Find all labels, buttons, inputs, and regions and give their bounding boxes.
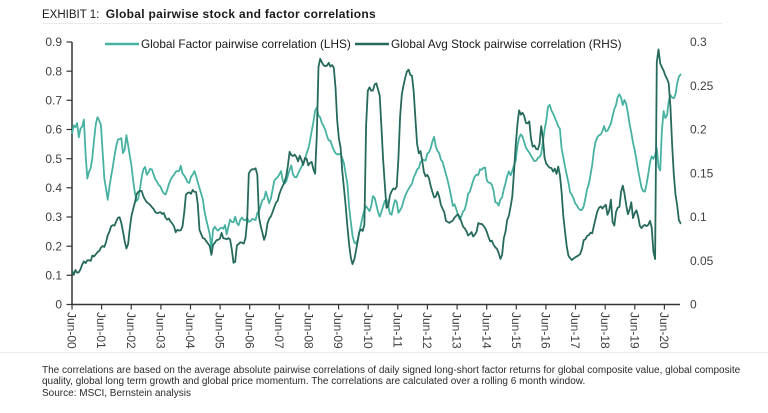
svg-text:0.1: 0.1 [690, 210, 707, 224]
svg-text:Global Avg Stock pairwise corr: Global Avg Stock pairwise correlation (R… [391, 37, 622, 51]
svg-text:0.5: 0.5 [45, 152, 62, 166]
svg-text:0.15: 0.15 [690, 166, 714, 180]
svg-text:0: 0 [690, 298, 697, 312]
svg-text:0.6: 0.6 [45, 123, 62, 137]
svg-text:Jun-04: Jun-04 [183, 312, 197, 349]
svg-text:Jun-13: Jun-13 [450, 312, 464, 349]
svg-text:Jun-11: Jun-11 [390, 312, 404, 348]
svg-text:Jun-16: Jun-16 [539, 312, 553, 349]
svg-text:0.8: 0.8 [45, 64, 62, 78]
svg-text:0.4: 0.4 [45, 181, 62, 195]
svg-text:Jun-08: Jun-08 [302, 312, 316, 349]
svg-text:Global Factor pairwise correla: Global Factor pairwise correlation (LHS) [141, 37, 351, 51]
svg-text:0.25: 0.25 [690, 79, 714, 93]
svg-text:Jun-15: Jun-15 [509, 312, 523, 349]
svg-text:0.7: 0.7 [45, 94, 62, 108]
svg-text:Jun-14: Jun-14 [479, 312, 493, 349]
svg-text:Jun-10: Jun-10 [361, 312, 375, 349]
svg-text:Jun-02: Jun-02 [124, 312, 138, 349]
svg-text:0.2: 0.2 [690, 123, 707, 137]
svg-text:Jun-12: Jun-12 [420, 312, 434, 349]
svg-text:Jun-20: Jun-20 [657, 312, 671, 349]
svg-text:Jun-09: Jun-09 [331, 312, 345, 349]
svg-text:0.3: 0.3 [45, 210, 62, 224]
svg-text:Jun-06: Jun-06 [242, 312, 256, 349]
svg-text:Jun-05: Jun-05 [213, 312, 227, 349]
svg-text:0: 0 [55, 298, 62, 312]
svg-text:Jun-19: Jun-19 [627, 312, 641, 349]
svg-text:0.2: 0.2 [45, 239, 62, 253]
svg-text:Jun-18: Jun-18 [598, 312, 612, 349]
svg-text:Jun-00: Jun-00 [65, 312, 79, 349]
svg-text:0.1: 0.1 [45, 269, 62, 283]
svg-text:0.9: 0.9 [45, 35, 62, 49]
svg-text:Jun-07: Jun-07 [272, 312, 286, 349]
svg-text:Jun-01: Jun-01 [94, 312, 108, 349]
svg-text:Jun-17: Jun-17 [568, 312, 582, 349]
svg-text:Jun-03: Jun-03 [154, 312, 168, 349]
svg-text:0.05: 0.05 [690, 254, 714, 268]
svg-text:0.3: 0.3 [690, 35, 707, 49]
